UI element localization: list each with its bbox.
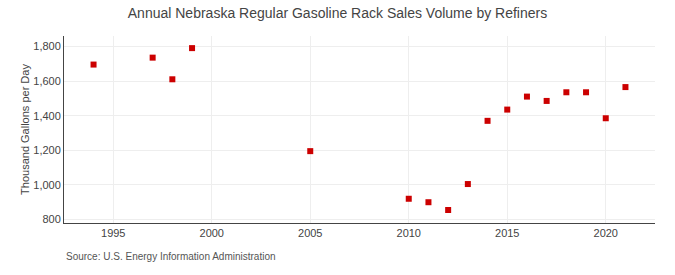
- svg-text:2000: 2000: [200, 227, 224, 239]
- svg-text:800: 800: [42, 213, 60, 225]
- svg-text:2010: 2010: [397, 227, 421, 239]
- svg-text:1,200: 1,200: [33, 144, 61, 156]
- svg-text:1,600: 1,600: [33, 75, 61, 87]
- svg-text:1,000: 1,000: [33, 179, 61, 191]
- svg-text:Source: U.S. Energy Informatio: Source: U.S. Energy Information Administ…: [66, 251, 276, 262]
- svg-text:1995: 1995: [101, 227, 125, 239]
- svg-text:2020: 2020: [594, 227, 618, 239]
- svg-text:Annual Nebraska Regular Gasoli: Annual Nebraska Regular Gasoline Rack Sa…: [128, 5, 547, 21]
- svg-text:2005: 2005: [298, 227, 322, 239]
- svg-text:1,800: 1,800: [33, 40, 61, 52]
- svg-text:2015: 2015: [495, 227, 519, 239]
- svg-text:Thousand Gallons per Day: Thousand Gallons per Day: [19, 64, 31, 195]
- svg-text:1,400: 1,400: [33, 110, 61, 122]
